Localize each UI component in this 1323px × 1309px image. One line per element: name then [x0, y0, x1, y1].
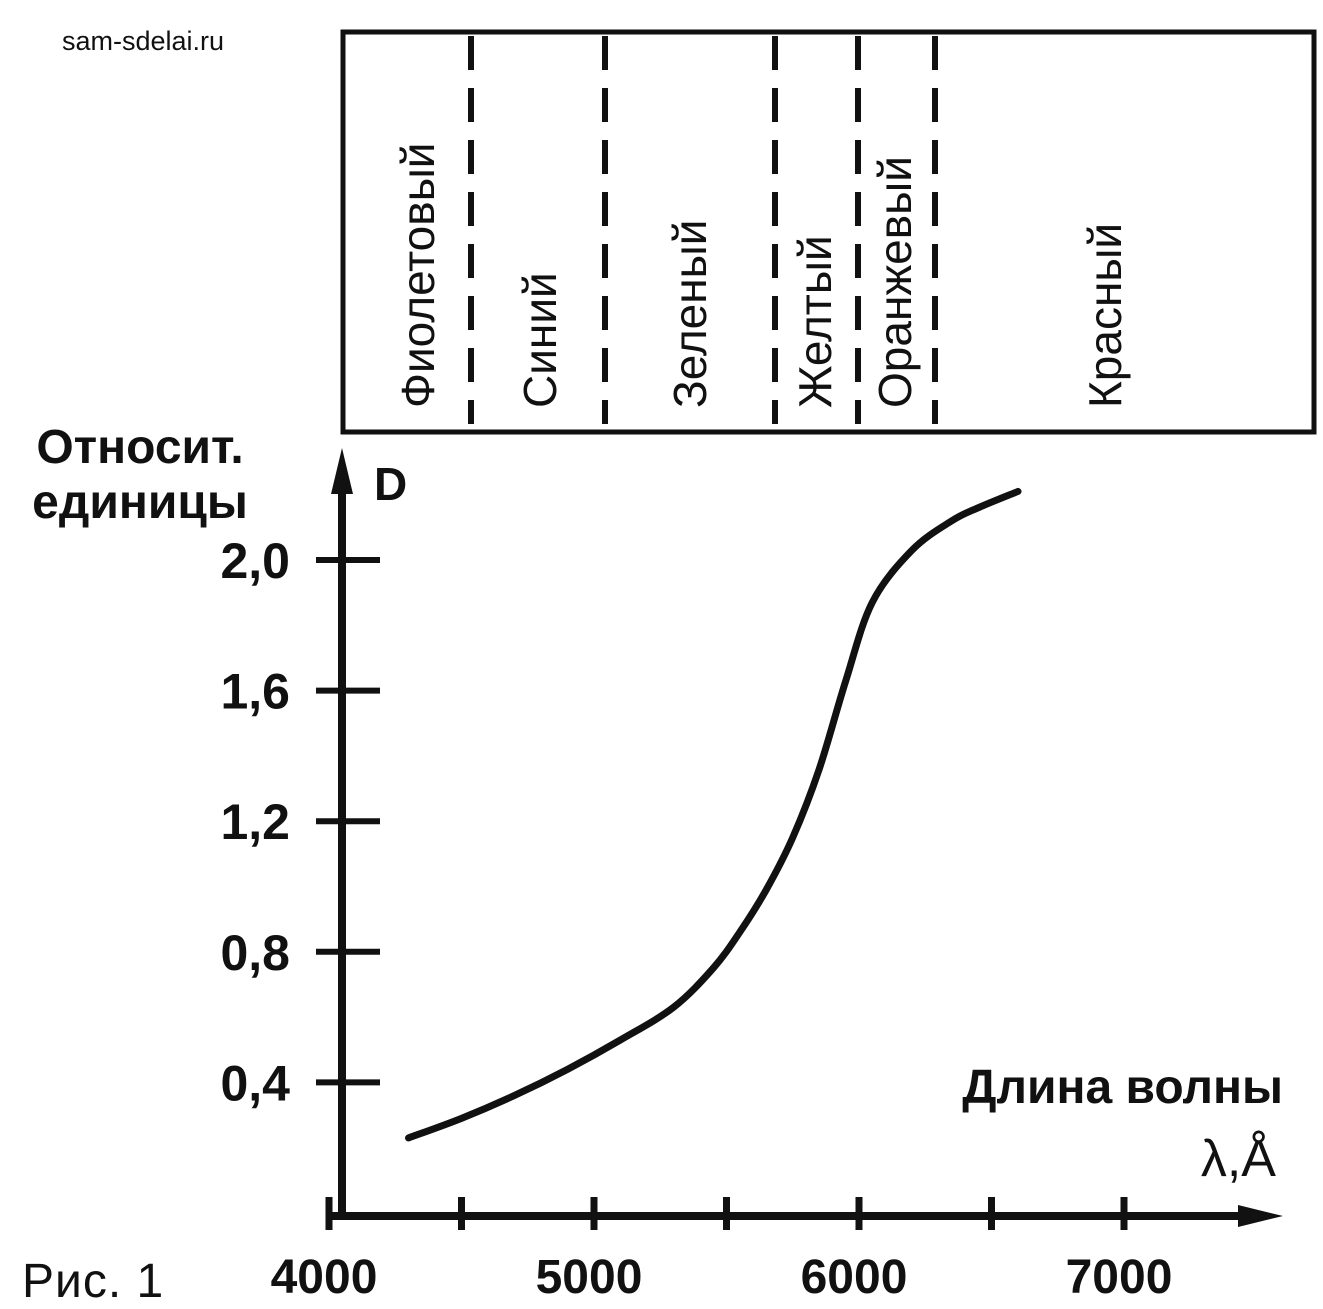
- band-label: Синий: [514, 272, 566, 408]
- y-tick-label: 0,4: [220, 1055, 290, 1111]
- axes: [326, 448, 1283, 1227]
- x-tick-label: 5000: [536, 1251, 643, 1304]
- band-label: Фиолетовый: [392, 143, 444, 408]
- x-tick-label: 6000: [801, 1251, 908, 1304]
- x-tick-label: 4000: [271, 1251, 378, 1304]
- y-axis-symbol: D: [374, 458, 407, 510]
- y-tick-label: 1,6: [220, 664, 290, 720]
- axis-labels: Относит.единицы D Длина волны λ,Å: [32, 421, 1283, 1188]
- ticks: 0,4 0,8 1,2 1,6 2,0 4000 5000 6000 7000: [220, 533, 1172, 1304]
- watermark: sam-sdelai.ru: [62, 26, 225, 56]
- color-bands: Фиолетовый Синий Зеленый Желтый Оранжевый Кра…: [340, 29, 1317, 435]
- figure-label: Рис. 1: [22, 1255, 165, 1308]
- x-axis-symbol: λ,Å: [1201, 1130, 1276, 1188]
- band-label: Желтый: [789, 235, 841, 408]
- band-label: Зеленый: [664, 220, 716, 408]
- series: [405, 487, 1022, 1142]
- band-label: Оранжевый: [869, 156, 921, 408]
- y-axis-label: единицы: [32, 476, 248, 529]
- series-line: [405, 487, 1022, 1142]
- y-tick-label: 1,2: [220, 794, 290, 850]
- x-tick-label: 7000: [1066, 1251, 1173, 1304]
- x-axis-arrow: [1238, 1205, 1283, 1227]
- y-tick-label: 0,8: [220, 925, 290, 981]
- spectrum-box: [340, 29, 1317, 435]
- y-tick-label: 2,0: [220, 533, 290, 589]
- x-axis-label: Длина волны: [962, 1061, 1283, 1114]
- y-axis-label: Относит.: [36, 421, 243, 474]
- band-label: Красный: [1079, 223, 1131, 408]
- y-axis-arrow: [331, 448, 353, 494]
